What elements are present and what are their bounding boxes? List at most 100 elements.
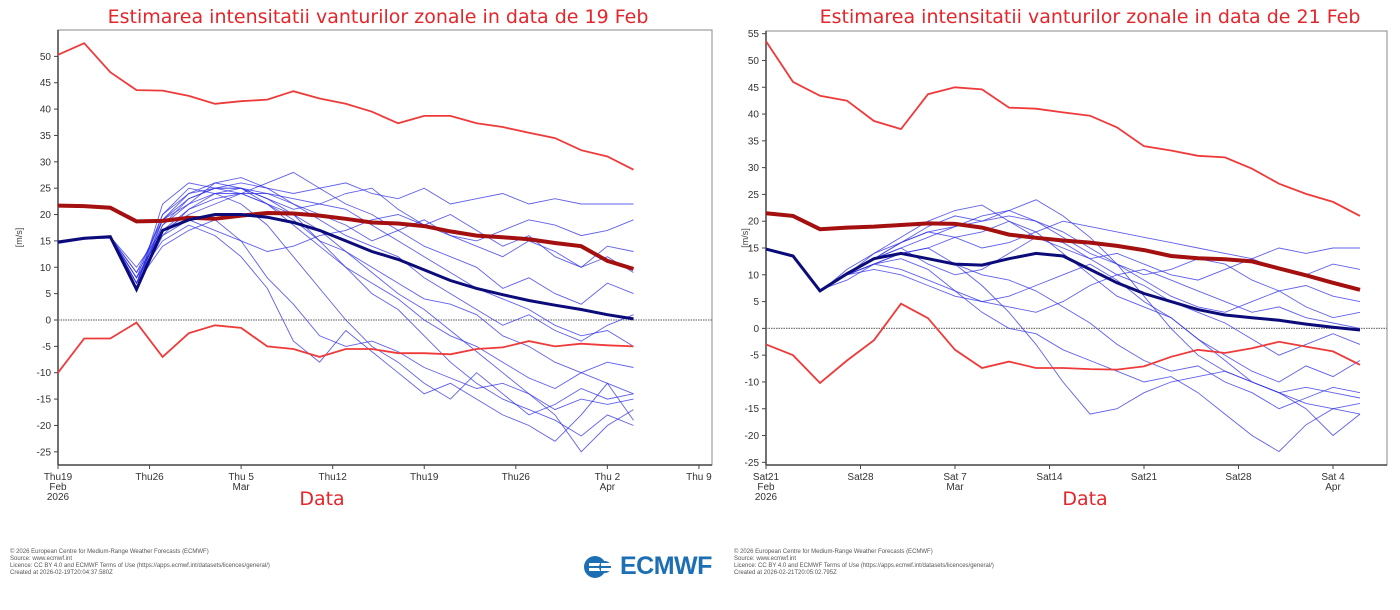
- x-axis-label-left: Data: [299, 488, 345, 510]
- y-tick-label: -20: [745, 431, 760, 442]
- y-tick-label: 55: [748, 29, 760, 40]
- x-tick-label: Sat 7: [943, 472, 967, 483]
- footer-credits-left: © 2026 European Centre for Medium-Range …: [10, 549, 270, 577]
- y-tick-label: 30: [40, 157, 52, 168]
- ecmwf-logo-text: ECMWF: [620, 552, 712, 580]
- footer-credits-right: © 2026 European Centre for Medium-Range …: [734, 549, 994, 577]
- y-tick-label: 45: [748, 83, 760, 94]
- y-tick-label: 5: [753, 297, 759, 308]
- x-tick-label: Thu 5: [228, 472, 254, 483]
- ecmwf-logo-icon: [584, 555, 617, 578]
- y-tick-label: 0: [753, 324, 759, 335]
- y-tick-label: 10: [40, 263, 52, 274]
- climate-mean-line: [765, 211, 1361, 292]
- y-tick-label: 15: [748, 244, 760, 255]
- y-tick-label: 5: [45, 289, 51, 300]
- ensemble-member-line: [765, 204, 1361, 292]
- y-axis-label: [m/s]: [740, 228, 750, 248]
- ensemble-member-line: [57, 187, 634, 416]
- y-tick-label: 50: [40, 52, 52, 63]
- y-tick-label: 30: [748, 163, 760, 174]
- y-tick-label: 40: [748, 110, 760, 121]
- x-tick-label: Sat 4: [1321, 472, 1345, 483]
- ensemble-member-line: [57, 193, 634, 395]
- x-tick-label: Sat28: [1225, 472, 1252, 483]
- footer-line: Source: www.ecmwf.int: [10, 556, 73, 562]
- y-tick-label: -20: [37, 421, 52, 432]
- ensemble-member-line: [57, 182, 634, 390]
- climate-max-line: [765, 40, 1361, 217]
- footer-line: © 2026 European Centre for Medium-Range …: [10, 549, 209, 555]
- x-tick-label: Mar: [233, 482, 251, 493]
- y-tick-label: 20: [40, 210, 52, 221]
- y-tick-label: -10: [37, 368, 52, 379]
- climate-max-line: [57, 42, 634, 171]
- x-tick-label: Thu12: [319, 472, 348, 483]
- x-tick-label: Sat28: [847, 472, 874, 483]
- ecmwf-logo: ECMWF: [583, 552, 712, 581]
- x-tick-label: Sat21: [753, 472, 780, 483]
- ensemble-member-line: [57, 219, 634, 411]
- x-tick-label: Mar: [946, 482, 964, 493]
- x-tick-label: Feb: [757, 482, 775, 493]
- y-tick-label: 40: [40, 105, 52, 116]
- x-axis-label-right: Data: [1062, 488, 1108, 510]
- chart-left: -25-20-15-10-505101520253035404550Thu19F…: [14, 29, 713, 503]
- y-tick-label: 25: [40, 184, 52, 195]
- ensemble-member-line: [57, 187, 634, 285]
- x-tick-label: Apr: [600, 482, 616, 493]
- climate-mean-line: [57, 203, 635, 271]
- y-tick-label: 15: [40, 236, 52, 247]
- x-tick-label: Thu19: [410, 472, 439, 483]
- y-axis-label: [m/s]: [14, 228, 24, 248]
- plot-frame: [765, 30, 1388, 466]
- ensemble-member-line: [765, 249, 1361, 383]
- ensemble-member-line: [765, 248, 1361, 410]
- y-tick-label: -25: [37, 447, 52, 458]
- ensemble-mean-line: [765, 247, 1361, 332]
- y-tick-label: 45: [40, 78, 52, 89]
- chart-title-left: Estimarea intensitatii vanturilor zonale…: [107, 6, 649, 28]
- y-tick-label: 35: [748, 136, 760, 147]
- y-tick-label: 20: [748, 217, 760, 228]
- footer-line: Licence: CC BY 4.0 and ECMWF Terms of Us…: [734, 563, 994, 569]
- ensemble-member-line: [57, 187, 634, 342]
- ensemble-member-line: [765, 220, 1361, 437]
- y-tick-label: -15: [745, 404, 760, 415]
- climate-min-line: [57, 321, 634, 374]
- y-tick-label: -25: [745, 458, 760, 469]
- x-tick-label: Thu26: [502, 472, 531, 483]
- chart-title-right: Estimarea intensitatii vanturilor zonale…: [819, 6, 1361, 28]
- footer-line: Created at 2026-02-19T20:04:37.580Z: [10, 570, 113, 576]
- y-tick-label: 35: [40, 131, 52, 142]
- x-tick-label: 2026: [47, 492, 70, 503]
- x-tick-label: 2026: [755, 492, 778, 503]
- x-tick-label: Feb: [49, 482, 67, 493]
- x-tick-label: Thu 9: [686, 472, 712, 483]
- y-tick-label: -10: [745, 377, 760, 388]
- y-tick-label: 0: [45, 316, 51, 327]
- footer-line: Created at 2026-02-21T20:05:02.795Z: [734, 570, 837, 576]
- x-tick-label: Thu19: [44, 472, 73, 483]
- y-tick-label: 50: [748, 56, 760, 67]
- y-tick-label: -5: [750, 351, 759, 362]
- ensemble-mean-line: [57, 213, 634, 321]
- x-tick-label: Sat14: [1036, 472, 1063, 483]
- y-tick-label: -5: [42, 342, 51, 353]
- x-tick-label: Thu26: [135, 472, 164, 483]
- ensemble-member-line: [57, 193, 634, 347]
- footer-line: Licence: CC BY 4.0 and ECMWF Terms of Us…: [10, 563, 270, 569]
- footer-line: Source: www.ecmwf.int: [734, 556, 797, 562]
- footer-line: © 2026 European Centre for Medium-Range …: [734, 549, 933, 555]
- chart-right: -25 -20 -15 -10 -5 0 5 10 15 20 25 30 35 40 45 50 55 Sat2…: [740, 29, 1388, 503]
- y-tick-label: 25: [748, 190, 760, 201]
- x-tick-label: Apr: [1325, 482, 1341, 493]
- ensemble-member-line: [765, 220, 1360, 293]
- climate-min-line: [765, 302, 1361, 385]
- y-tick-label: 10: [748, 270, 760, 281]
- x-tick-label: Thu 2: [595, 472, 621, 483]
- ensemble-member-line: [765, 248, 1361, 329]
- y-tick-label: -15: [37, 395, 52, 406]
- x-tick-label: Sat21: [1131, 472, 1158, 483]
